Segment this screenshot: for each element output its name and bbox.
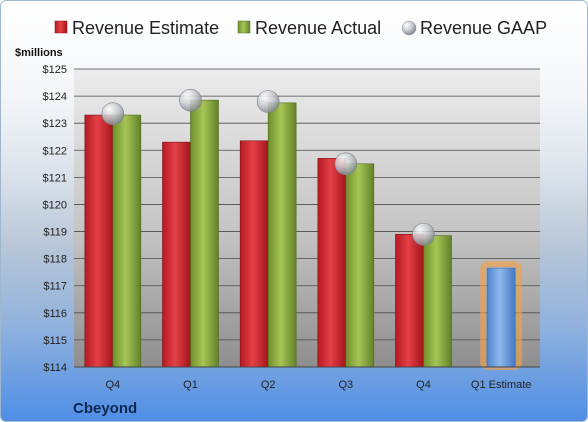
bar-revenue-actual-0	[112, 114, 142, 368]
gaap-marker-3	[334, 152, 358, 176]
y-tick-label: $116	[43, 308, 67, 320]
x-tick-label-5: Q1 Estimate	[471, 379, 532, 391]
bar-q1-estimate	[486, 267, 516, 368]
gaap-marker-4	[412, 222, 435, 246]
legend-item-revenue-actual: Revenue Actual	[237, 18, 381, 38]
bar-revenue-actual-1	[190, 99, 219, 368]
x-tick-label-4: Q4	[416, 379, 431, 391]
bars	[84, 99, 523, 371]
y-tick-label: $120	[43, 199, 67, 211]
gridlines	[74, 68, 540, 341]
bar-revenue-estimate-4	[395, 233, 424, 368]
gaap-marker-1	[179, 88, 202, 112]
y-tick-label: $122	[43, 145, 67, 157]
y-tick-label: $121	[43, 172, 67, 184]
legend-swatch-red	[54, 20, 68, 34]
legend: Revenue Estimate Revenue Actual Revenue …	[54, 18, 547, 38]
bar-revenue-actual-2	[267, 102, 297, 368]
legend-item-revenue-estimate: Revenue Estimate	[54, 18, 219, 38]
bar-revenue-estimate-3	[317, 158, 347, 368]
bar-revenue-actual-3	[345, 163, 375, 368]
y-tick-label: $119	[43, 227, 67, 239]
bar-revenue-actual-4	[423, 235, 452, 368]
bar-revenue-estimate-0	[84, 114, 114, 368]
y-tick-label: $115	[43, 335, 67, 347]
legend-swatch-green	[237, 20, 251, 34]
legend-label-revenue-estimate: Revenue Estimate	[72, 18, 219, 38]
x-tick-label-2: Q2	[261, 379, 276, 391]
y-tick-label: $125	[43, 64, 67, 76]
legend-item-revenue-gaap: Revenue GAAP	[401, 18, 547, 38]
y-tick-label: $114	[43, 362, 67, 374]
company-name: Cbeyond	[73, 400, 137, 417]
y-unit-label: $millions	[15, 47, 63, 59]
bar-revenue-estimate-1	[162, 141, 191, 368]
gaap-marker-2	[256, 90, 280, 113]
y-tick-label: $118	[43, 254, 67, 266]
x-tick-label-1: Q1	[183, 379, 198, 391]
gaap-markers	[101, 88, 435, 246]
legend-label-revenue-gaap: Revenue GAAP	[420, 18, 547, 38]
legend-label-revenue-actual: Revenue Actual	[255, 18, 381, 38]
y-axis-ticks: $114 $115 $116 $117 $118 $119 $120 $121 $122 $123…	[43, 64, 67, 374]
bar-revenue-estimate-2	[239, 140, 269, 368]
x-tick-label-0: Q4	[105, 379, 120, 391]
plot-area	[74, 69, 540, 367]
y-tick-label: $123	[43, 118, 67, 130]
gaap-marker-0	[101, 102, 125, 125]
y-tick-label: $124	[43, 91, 67, 103]
y-tick-label: $117	[43, 281, 67, 293]
legend-swatch-gaap	[401, 20, 417, 36]
x-tick-label-3: Q3	[338, 379, 353, 391]
x-axis-ticks: Q4 Q1 Q2 Q3 Q4 Q1 Estimate	[105, 379, 531, 391]
